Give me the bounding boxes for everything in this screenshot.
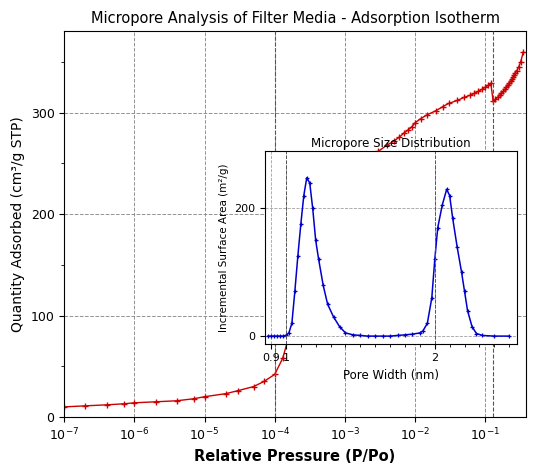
Title: Micropore Analysis of Filter Media - Adsorption Isotherm: Micropore Analysis of Filter Media - Ads… (91, 11, 499, 26)
X-axis label: Relative Pressure (P/Po): Relative Pressure (P/Po) (194, 449, 396, 464)
Y-axis label: Quantity Adsorbed (cm³/g STP): Quantity Adsorbed (cm³/g STP) (11, 116, 25, 332)
